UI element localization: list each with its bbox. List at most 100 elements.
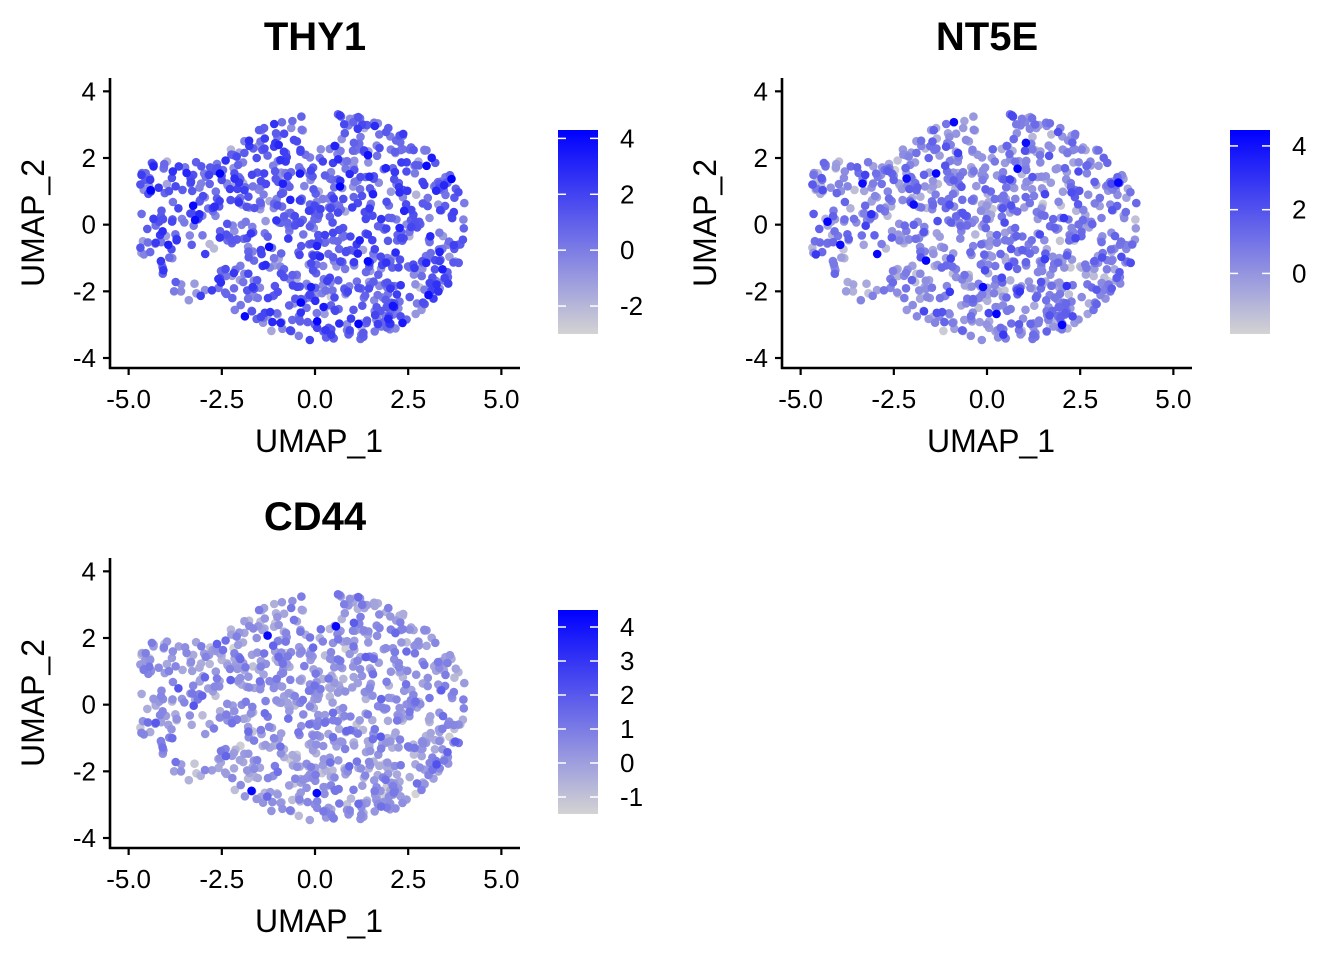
- cell-point: [149, 214, 158, 224]
- cell-point: [350, 177, 359, 187]
- cell-point: [390, 167, 400, 177]
- cell-point: [349, 672, 359, 682]
- cell-point: [976, 206, 986, 215]
- cell-point: [137, 209, 146, 219]
- cell-point: [1013, 164, 1022, 173]
- cell-point: [369, 776, 379, 785]
- cell-point: [247, 307, 257, 316]
- cell-point: [171, 757, 180, 767]
- cell-point: [386, 284, 395, 293]
- cell-point: [423, 681, 433, 691]
- cell-point: [956, 234, 965, 243]
- cell-point: [295, 169, 305, 178]
- cell-point: [1067, 223, 1076, 233]
- cell-point: [875, 204, 885, 213]
- cell-point: [342, 156, 352, 166]
- cell-point: [168, 677, 178, 687]
- cell-point: [407, 205, 416, 215]
- cell-point: [254, 125, 264, 135]
- cell-point: [295, 250, 304, 260]
- cell-point: [335, 111, 345, 120]
- cell-point: [443, 279, 453, 288]
- cell-point: [930, 318, 940, 328]
- cell-point: [384, 314, 393, 324]
- cell-point: [961, 135, 971, 145]
- cell-point: [422, 161, 431, 171]
- cell-point: [1107, 205, 1117, 215]
- cell-point: [1006, 201, 1016, 210]
- cell-point: [184, 775, 194, 785]
- cell-point: [238, 277, 248, 287]
- y-tick-label: -2: [73, 756, 96, 786]
- cell-point: [357, 600, 367, 610]
- cell-point: [1002, 141, 1011, 151]
- cell-point: [244, 252, 253, 262]
- cell-point: [1126, 187, 1135, 197]
- cell-point: [418, 298, 428, 307]
- cell-point: [268, 797, 277, 807]
- cell-point: [365, 746, 375, 756]
- cell-point: [200, 729, 210, 739]
- cell-point: [916, 203, 926, 212]
- cell-point: [430, 745, 440, 754]
- cell-point: [941, 142, 951, 151]
- cell-point: [340, 744, 350, 754]
- cell-point: [273, 767, 283, 777]
- cell-point: [815, 238, 825, 247]
- cell-point: [312, 323, 322, 333]
- cell-point: [971, 230, 980, 239]
- cell-point: [958, 208, 967, 218]
- cell-point: [928, 200, 938, 210]
- cell-point: [256, 198, 265, 208]
- cell-point: [895, 236, 904, 245]
- cell-point: [325, 758, 335, 767]
- cell-point: [256, 725, 266, 735]
- cell-point: [328, 732, 338, 742]
- cell-point: [1006, 276, 1015, 285]
- cell-point: [324, 674, 333, 683]
- cell-point: [879, 286, 889, 295]
- cell-point: [441, 670, 450, 680]
- cell-point: [185, 711, 195, 720]
- cell-point: [187, 720, 196, 730]
- cell-point: [392, 290, 402, 299]
- cell-point: [320, 718, 330, 727]
- cell-point: [948, 318, 957, 328]
- cell-point: [1040, 235, 1049, 245]
- cell-point: [435, 205, 445, 215]
- cell-point: [939, 243, 949, 253]
- cell-point: [311, 770, 320, 780]
- colorbar-label: 2: [620, 179, 634, 209]
- cell-point: [974, 303, 983, 313]
- cell-point: [297, 125, 307, 135]
- cell-point: [376, 744, 386, 753]
- cell-point: [345, 594, 355, 604]
- cell-point: [1055, 289, 1065, 299]
- cell-point: [901, 163, 910, 173]
- cell-point: [376, 252, 386, 261]
- cell-point: [292, 753, 302, 763]
- cell-point: [249, 624, 258, 633]
- cell-point: [358, 301, 367, 311]
- cell-point: [306, 259, 316, 268]
- cell-point: [320, 230, 330, 240]
- cell-point: [271, 129, 281, 138]
- cell-point: [331, 622, 341, 631]
- cell-point: [998, 167, 1008, 177]
- cell-point: [227, 718, 237, 728]
- cell-point: [982, 320, 991, 329]
- cell-point: [944, 309, 954, 318]
- cell-point: [1095, 193, 1105, 203]
- cell-point: [288, 281, 298, 290]
- cell-point: [423, 201, 433, 211]
- cell-point: [978, 282, 988, 292]
- cell-point: [390, 147, 400, 157]
- cell-point: [449, 240, 459, 250]
- cell-point: [353, 656, 362, 665]
- cell-point: [846, 204, 855, 213]
- cell-point: [165, 253, 174, 262]
- cell-point: [167, 173, 177, 183]
- cell-point: [396, 312, 405, 321]
- cell-point: [284, 301, 294, 310]
